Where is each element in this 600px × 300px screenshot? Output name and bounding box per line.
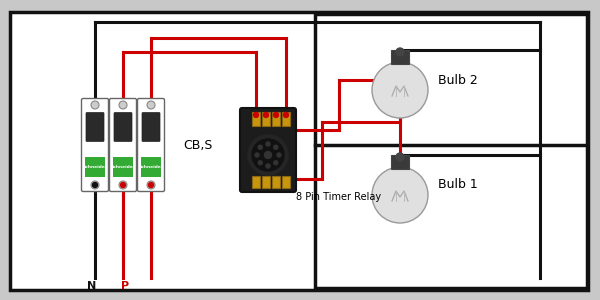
Circle shape: [372, 167, 428, 223]
FancyBboxPatch shape: [10, 12, 588, 290]
Text: P: P: [121, 281, 129, 291]
Circle shape: [91, 181, 99, 189]
Circle shape: [91, 101, 99, 109]
Circle shape: [265, 152, 271, 158]
Circle shape: [258, 161, 262, 165]
Text: N: N: [88, 281, 97, 291]
Circle shape: [92, 182, 97, 188]
Circle shape: [266, 142, 270, 146]
Circle shape: [119, 101, 127, 109]
Circle shape: [255, 153, 259, 157]
FancyBboxPatch shape: [114, 112, 132, 142]
FancyBboxPatch shape: [82, 98, 109, 191]
FancyBboxPatch shape: [262, 176, 270, 188]
Circle shape: [277, 153, 281, 157]
FancyBboxPatch shape: [282, 112, 290, 126]
Circle shape: [258, 145, 262, 149]
Circle shape: [396, 48, 404, 56]
Circle shape: [266, 164, 270, 168]
Circle shape: [248, 135, 288, 175]
Circle shape: [396, 153, 404, 161]
FancyBboxPatch shape: [141, 157, 161, 176]
FancyBboxPatch shape: [272, 112, 280, 126]
FancyBboxPatch shape: [252, 176, 260, 188]
Text: Schneider: Schneider: [110, 165, 136, 169]
Circle shape: [147, 101, 155, 109]
FancyBboxPatch shape: [391, 155, 409, 169]
Circle shape: [372, 62, 428, 118]
Circle shape: [119, 181, 127, 189]
FancyBboxPatch shape: [272, 176, 280, 188]
FancyBboxPatch shape: [252, 112, 260, 126]
FancyBboxPatch shape: [142, 112, 160, 142]
Circle shape: [254, 112, 259, 118]
Circle shape: [147, 181, 155, 189]
Circle shape: [274, 112, 278, 118]
Circle shape: [121, 182, 125, 188]
Circle shape: [274, 161, 278, 165]
FancyBboxPatch shape: [315, 14, 587, 288]
FancyBboxPatch shape: [110, 98, 137, 191]
Text: Bulb 2: Bulb 2: [438, 74, 478, 86]
FancyBboxPatch shape: [240, 108, 296, 192]
FancyBboxPatch shape: [262, 112, 270, 126]
Text: Schneider: Schneider: [83, 165, 107, 169]
FancyBboxPatch shape: [113, 157, 133, 176]
Text: Schneider: Schneider: [139, 165, 163, 169]
FancyBboxPatch shape: [85, 157, 105, 176]
Text: 8 Pin Timer Relay: 8 Pin Timer Relay: [296, 192, 381, 202]
FancyBboxPatch shape: [137, 98, 164, 191]
FancyBboxPatch shape: [282, 176, 290, 188]
FancyBboxPatch shape: [391, 50, 409, 64]
Text: CB,S: CB,S: [183, 139, 212, 152]
FancyBboxPatch shape: [86, 112, 104, 142]
Circle shape: [263, 112, 269, 118]
Circle shape: [284, 112, 289, 118]
Circle shape: [252, 139, 284, 171]
Circle shape: [274, 145, 278, 149]
Text: Bulb 1: Bulb 1: [438, 178, 478, 191]
Circle shape: [149, 182, 154, 188]
